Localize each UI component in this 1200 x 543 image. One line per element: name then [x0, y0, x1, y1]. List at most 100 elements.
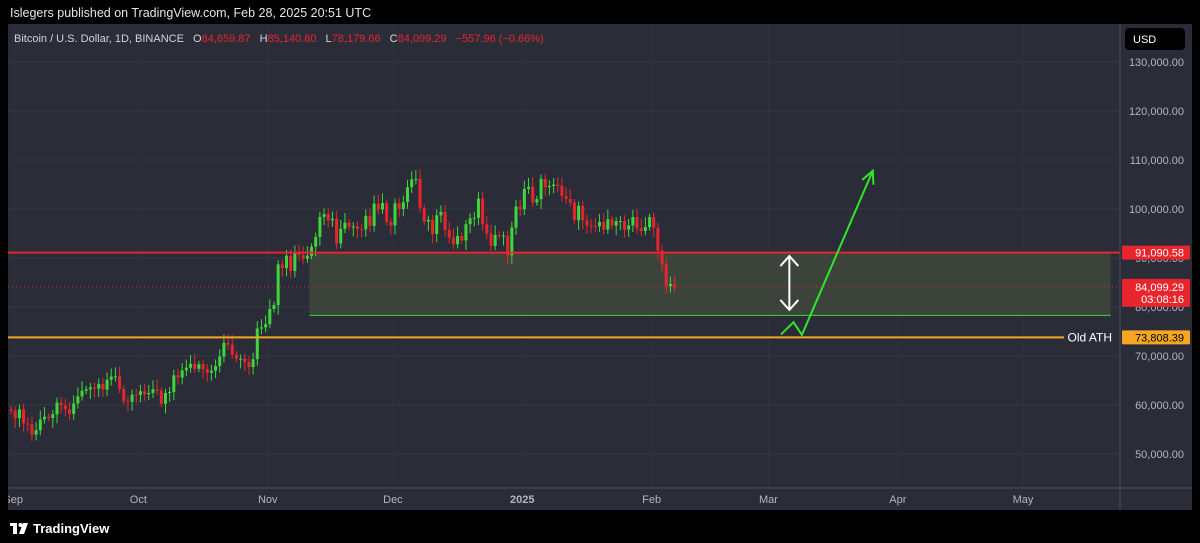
candle-body [581, 205, 585, 221]
candle-body [481, 198, 485, 225]
candle-body [493, 234, 497, 246]
candle-body [314, 236, 318, 247]
candle-body [205, 368, 209, 373]
candle-body [468, 218, 472, 225]
candle-body [34, 430, 38, 435]
symbol-title: Bitcoin / U.S. Dollar, 1D, BINANCE [14, 33, 184, 45]
candle-body [426, 219, 430, 222]
change-value: −557.96 (−0.66%) [456, 33, 544, 45]
candle-body [293, 252, 297, 271]
price-badge-label: 91,090.58 [1135, 248, 1184, 260]
candle-body [543, 178, 547, 188]
currency-button[interactable]: USD [1125, 28, 1185, 50]
candle-body [518, 206, 522, 210]
candle-body [326, 214, 330, 221]
candle-body [431, 219, 435, 234]
tradingview-logo[interactable]: TradingView [10, 520, 109, 536]
candle-body [656, 227, 660, 251]
candle-body [305, 255, 309, 259]
candle-body [42, 416, 46, 420]
candle-body [80, 390, 84, 397]
candle-body [451, 237, 455, 245]
candle-body [130, 394, 134, 402]
candle-body [155, 389, 159, 391]
candle-body [343, 222, 347, 229]
y-tick-label: 110,000.00 [1130, 155, 1184, 167]
candle-body [339, 228, 343, 244]
candle-body [51, 414, 55, 418]
price-chart[interactable]: Old ATH 130,000.00 120,000.00 110,000.00 10… [3, 24, 1192, 510]
candle-body [556, 184, 560, 186]
open-label: O [193, 33, 202, 45]
candle-body [568, 198, 572, 203]
candle-body [84, 389, 88, 391]
candle-body [163, 392, 167, 404]
candle-body [335, 218, 339, 244]
candle-body [506, 235, 510, 256]
candle-body [214, 366, 218, 371]
publisher-bar: Islegers published on TradingView.com, F… [0, 0, 1200, 26]
candle-body [289, 255, 293, 271]
candle-body [318, 216, 322, 237]
candles [9, 169, 677, 442]
candle-body [447, 230, 451, 238]
candle-body [627, 225, 631, 230]
candle-body [122, 388, 126, 402]
x-tick-label: Dec [383, 494, 403, 506]
range-zone [309, 253, 1111, 316]
candle-body [126, 401, 130, 403]
annotations: Old ATH [8, 168, 1120, 344]
candle-body [88, 387, 92, 390]
candle-body [193, 363, 197, 369]
candle-body [635, 217, 639, 229]
candle-body [285, 255, 289, 269]
candle-body [72, 403, 76, 414]
last-price-label: 84,099.29 [1135, 282, 1184, 294]
y-tick-label: 130,000.00 [1129, 57, 1184, 69]
svg-text:Bitcoin / U.S. Dollar, 1D, BIN: Bitcoin / U.S. Dollar, 1D, BINANCE O84,6… [14, 33, 544, 45]
price-badge [1122, 245, 1190, 260]
candle-body [239, 358, 243, 360]
candle-body [368, 215, 372, 226]
currency-label[interactable]: USD [1133, 34, 1156, 46]
candle-body [372, 203, 376, 226]
candle-body [76, 396, 80, 404]
x-tick-label: May [1013, 494, 1034, 506]
candle-body [222, 342, 226, 357]
y-tick-label: 60,000.00 [1135, 400, 1184, 412]
countdown-label: 03:08:16 [1141, 294, 1184, 306]
candle-body [623, 221, 627, 230]
candle-body [385, 203, 389, 222]
candle-body [539, 178, 543, 200]
candle-body [301, 255, 305, 259]
candle-body [251, 359, 255, 368]
candle-body [489, 233, 493, 246]
chart-panel[interactable]: Old ATH 130,000.00 120,000.00 110,000.00 10… [3, 24, 1192, 510]
candle-body [310, 246, 314, 256]
candle-body [456, 235, 460, 245]
candle-body [631, 217, 635, 226]
candle-body [189, 363, 193, 368]
candle-body [259, 327, 263, 329]
candle-body [522, 188, 526, 210]
candle-body [531, 186, 535, 203]
candle-body [639, 228, 643, 232]
y-tick-label: 100,000.00 [1129, 204, 1184, 216]
double-arrow-head-top [779, 254, 800, 267]
close-value: 84,099.29 [398, 33, 447, 45]
candle-body [38, 419, 42, 431]
candle-body [247, 362, 251, 368]
candle-body [143, 391, 147, 395]
candle-body [234, 354, 238, 359]
candle-body [147, 392, 151, 395]
candle-body [502, 235, 506, 237]
candle-body [176, 375, 180, 378]
candle-body [376, 203, 380, 210]
candle-body [618, 221, 622, 223]
candle-body [389, 221, 393, 226]
candle-body [347, 222, 351, 227]
tradingview-brand: TradingView [33, 520, 110, 536]
x-tick-label: Nov [258, 494, 278, 506]
candle-body [643, 227, 647, 232]
candle-body [514, 206, 518, 228]
